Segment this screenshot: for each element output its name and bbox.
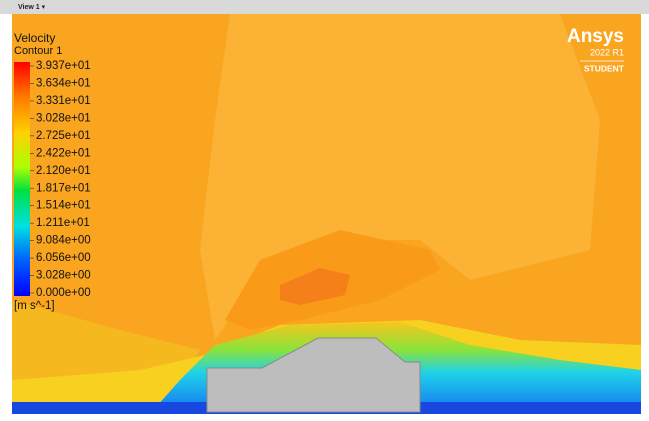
legend-label: 3.331e+01 xyxy=(36,95,91,107)
contour-region xyxy=(12,300,200,385)
legend-labels: 3.937e+01 3.634e+01 3.331e+01 3.028e+01 2.72… xyxy=(30,60,91,299)
legend-label: 0.000e+00 xyxy=(36,287,91,299)
legend-label: 3.937e+01 xyxy=(36,60,91,72)
legend-title: Velocity xyxy=(14,31,55,45)
legend-label: 1.514e+01 xyxy=(36,200,91,212)
legend-label: 2.725e+01 xyxy=(36,130,91,142)
legend-unit: [m s^-1] xyxy=(14,300,55,312)
logo-edition: STUDENT xyxy=(584,63,625,73)
legend-label: 2.120e+01 xyxy=(36,165,91,177)
contour-region xyxy=(280,268,350,305)
color-bar xyxy=(14,62,30,296)
legend-label: 6.056e+00 xyxy=(36,252,91,264)
legend-subtitle: Contour 1 xyxy=(14,45,62,57)
logo-brand: Ansys xyxy=(567,26,624,47)
legend-label: 1.211e+01 xyxy=(36,217,90,229)
legend-label: 1.817e+01 xyxy=(36,182,91,194)
toolbar xyxy=(0,0,649,14)
legend-label: 2.422e+01 xyxy=(36,147,91,159)
legend-label: 3.028e+01 xyxy=(36,112,91,124)
legend-label: 3.028e+00 xyxy=(36,270,91,282)
legend-label: 3.634e+01 xyxy=(36,77,91,89)
view-tab[interactable]: View 1 ▾ xyxy=(18,4,46,11)
legend-label: 9.084e+00 xyxy=(36,235,91,247)
logo-version: 2022 R1 xyxy=(590,47,624,57)
vehicle-body xyxy=(206,337,421,413)
